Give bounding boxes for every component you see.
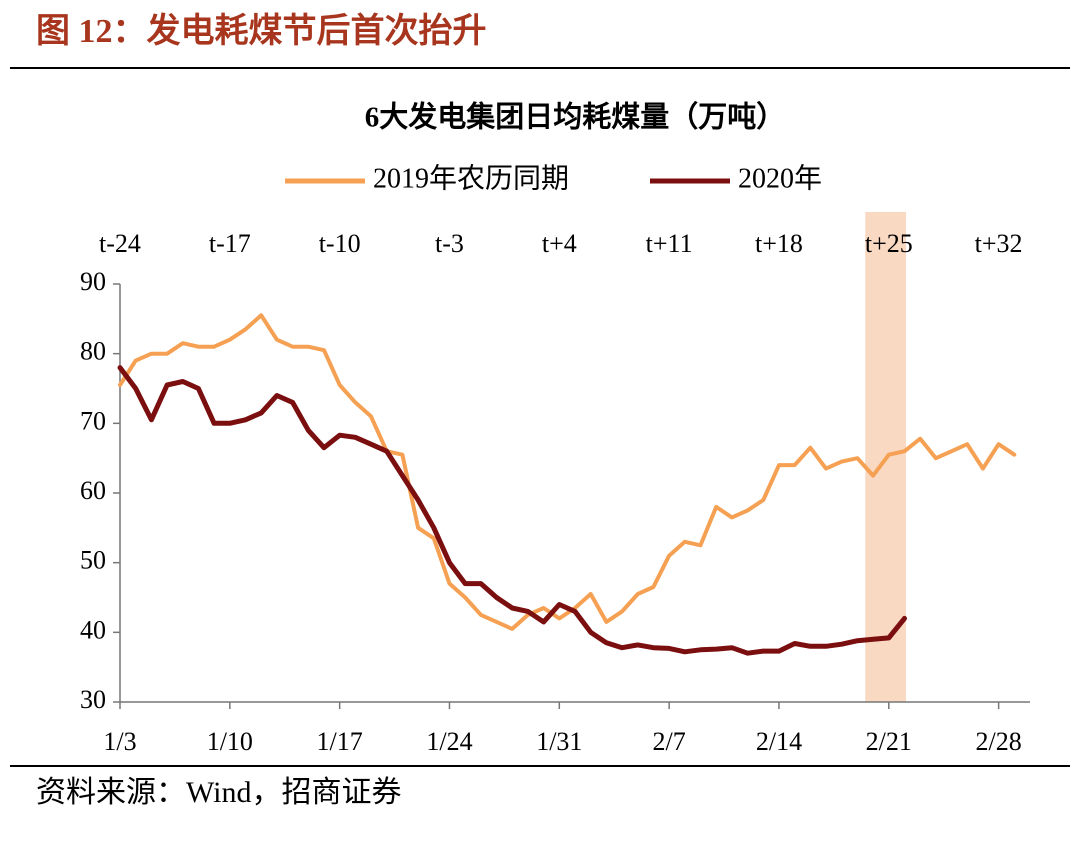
y-tick-label: 30 <box>80 685 106 714</box>
x-tick-label: 2/7 <box>653 727 686 756</box>
x-tick-label: 1/24 <box>426 727 472 756</box>
y-tick-label: 50 <box>80 546 106 575</box>
x2-tick-label: t-17 <box>209 229 251 258</box>
legend-label: 2019年农历同期 <box>373 162 569 194</box>
series-line <box>118 313 1017 631</box>
series-line <box>117 365 907 656</box>
x-tick-label: 1/31 <box>536 727 582 756</box>
x-tick-label: 1/17 <box>317 727 363 756</box>
x-tick-label: 1/10 <box>207 727 253 756</box>
legend-label: 2020年 <box>738 162 822 194</box>
x-tick-label: 1/3 <box>103 727 136 756</box>
chart-title: 6大发电集团日均耗煤量（万吨） <box>365 101 786 134</box>
y-tick-label: 60 <box>80 476 106 505</box>
page-title: 图 12：发电耗煤节后首次抬升 <box>36 12 487 50</box>
source-note: 资料来源：Wind，招商证券 <box>36 776 401 809</box>
y-tick-label: 40 <box>80 615 106 644</box>
y-tick-label: 90 <box>80 267 106 296</box>
y-tick-label: 70 <box>80 406 106 435</box>
x-tick-label: 2/14 <box>756 727 802 756</box>
x-tick-label: 2/21 <box>866 727 912 756</box>
x-tick-label: 2/28 <box>976 727 1022 756</box>
x2-tick-label: t+25 <box>865 229 913 258</box>
y-tick-label: 80 <box>80 337 106 366</box>
x2-tick-label: t+11 <box>646 229 693 258</box>
x2-tick-label: t+18 <box>755 229 803 258</box>
x2-tick-label: t+4 <box>542 229 577 258</box>
x2-tick-label: t-3 <box>435 229 464 258</box>
x2-tick-label: t-10 <box>319 229 361 258</box>
x2-tick-label: t+32 <box>975 229 1023 258</box>
x2-tick-label: t-24 <box>99 229 141 258</box>
